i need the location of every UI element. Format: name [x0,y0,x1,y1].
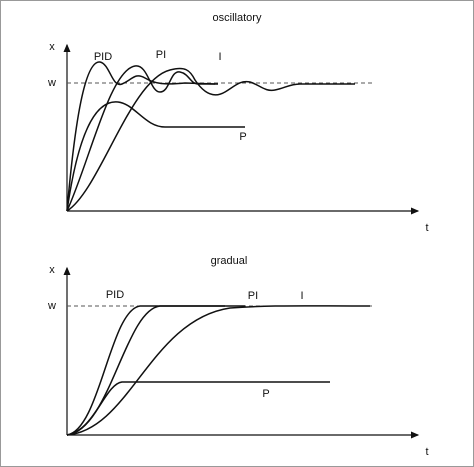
y-label: x [49,41,55,53]
panel-oscillatory: oscillatory x w t PID PI I P [47,12,429,234]
setpoint-label: w [47,77,56,89]
x-label: t [425,222,428,234]
curve-label: PID [106,289,124,301]
curve-label: PID [94,51,112,63]
curve-i [66,305,371,436]
curve-label: P [262,388,269,400]
curve-label: I [300,290,303,302]
curve-i [66,67,355,212]
curve-pid [66,305,225,436]
panel-title: gradual [211,255,248,267]
curve-label: I [218,51,221,63]
panel-gradual: gradual x w t PID PI I P [47,255,429,458]
setpoint-label: w [47,300,56,312]
curve-label: PI [156,49,166,61]
x-label: t [425,446,428,458]
curve-p [66,101,245,212]
curve-label: PI [248,290,258,302]
curve-pi [66,305,245,436]
curve-pid [66,61,216,212]
panel-title: oscillatory [213,12,262,24]
curve-label: P [239,131,246,143]
y-label: x [49,264,55,276]
curve-pi [66,65,218,212]
